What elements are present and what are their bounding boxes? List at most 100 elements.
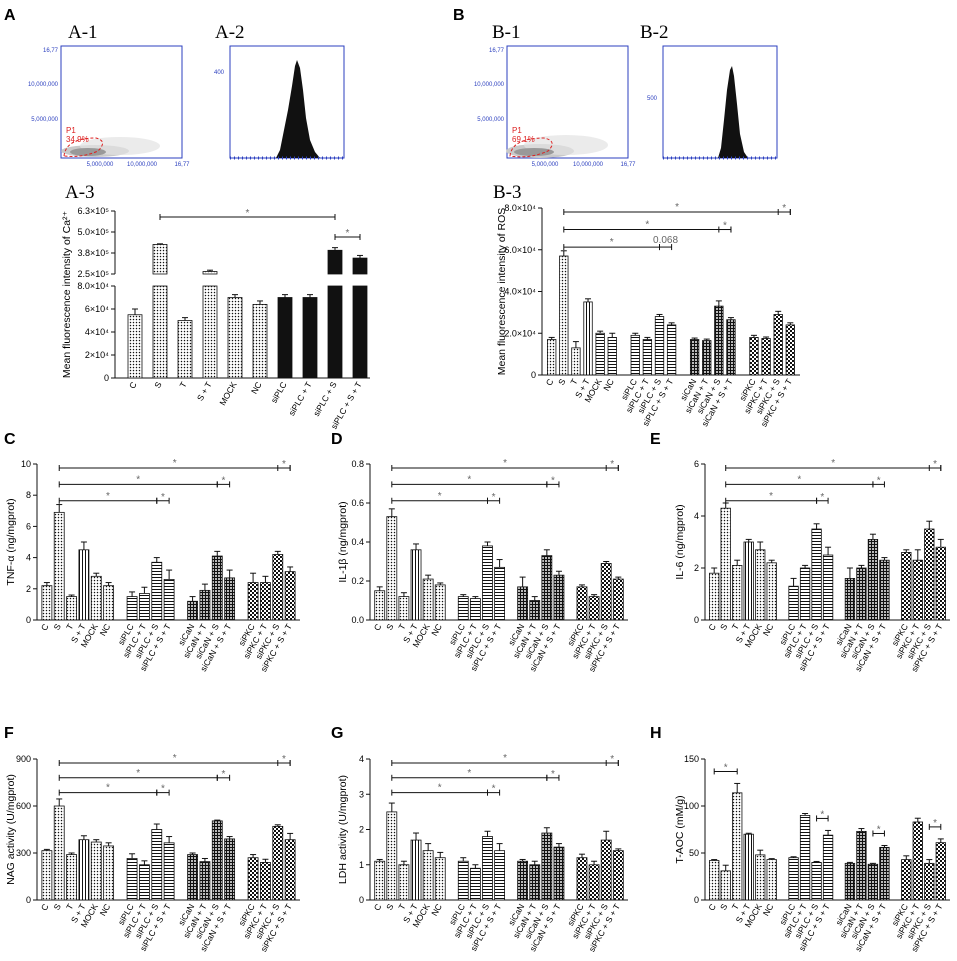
bar	[822, 834, 834, 901]
bar	[252, 303, 268, 379]
bar	[720, 507, 731, 621]
bar	[163, 579, 175, 621]
bar	[912, 821, 923, 901]
x-tick-label: S + T	[195, 380, 214, 403]
bar-lower-segment	[202, 285, 218, 379]
bar	[422, 578, 434, 621]
bar	[689, 339, 700, 376]
y-axis-label: Mean fluorescence intensity of Ca²⁺	[61, 210, 73, 378]
gate-name: P1	[66, 126, 76, 135]
bar	[260, 582, 271, 621]
y-tick-label: 150	[684, 754, 699, 764]
y-axis-label: TNF-α (ng/mgprot)	[5, 498, 17, 585]
y-tick-label: 0	[359, 895, 364, 905]
y-tick-label: 3.8×10⁵	[77, 248, 109, 258]
x-tick-label: T	[730, 622, 741, 632]
bar	[588, 864, 600, 901]
significance-star: *	[503, 753, 507, 764]
y-tick-label: 0	[694, 615, 699, 625]
y-tick-label: 0	[694, 895, 699, 905]
y-tick-label: 5.0×10⁵	[77, 227, 109, 237]
y-tick-label: 8.0×10⁴	[77, 281, 109, 291]
y-tick-label: 2	[694, 563, 699, 573]
bar	[434, 857, 446, 901]
y-axis-label: Mean fluorescence intensity of ROS	[496, 208, 508, 376]
bar	[785, 324, 795, 376]
scatter-ytick: 10,000,000	[28, 82, 59, 88]
bar	[78, 549, 90, 621]
bar	[811, 528, 822, 621]
significance-star: *	[173, 458, 177, 469]
y-tick-label: 300	[16, 848, 31, 858]
bar	[879, 559, 890, 621]
x-tick-label: S	[384, 902, 396, 912]
x-tick-label: S	[384, 622, 396, 632]
subpanel-label-A1: A-1	[68, 22, 98, 43]
scatter-xtick: 10,000,000	[573, 162, 604, 168]
bar	[386, 811, 398, 901]
y-tick-label: 100	[684, 801, 699, 811]
bar	[41, 850, 53, 901]
bar	[811, 862, 822, 901]
x-tick-label: C	[39, 622, 51, 632]
significance-star: *	[831, 458, 835, 469]
x-tick-label: NC	[761, 902, 776, 918]
y-axis-label: IL-6 (ng/mgprot)	[674, 504, 686, 579]
panel-label-A: A	[4, 7, 16, 24]
bar	[559, 255, 569, 376]
x-tick-label: C	[127, 380, 139, 390]
bar	[410, 839, 422, 901]
x-tick-label: NC	[429, 622, 444, 638]
bar	[494, 566, 506, 621]
scatter-plot-A1: 16,77 10,000,000 5,000,000 5,000,000 10,…	[28, 45, 190, 168]
bar	[374, 590, 386, 621]
significance-star: *	[136, 474, 140, 485]
bar	[272, 825, 284, 901]
bar	[398, 864, 410, 901]
significance-star: *	[782, 203, 786, 214]
significance-star: *	[877, 475, 881, 486]
bar	[272, 554, 284, 621]
x-tick-label: NC	[249, 380, 264, 396]
bar	[788, 857, 799, 901]
bar	[714, 305, 724, 376]
bar	[352, 257, 368, 275]
bar	[139, 593, 150, 621]
bar	[743, 541, 754, 621]
bar-lower-segment	[327, 285, 343, 379]
bar	[901, 552, 912, 621]
bar	[247, 582, 259, 621]
bar	[879, 846, 890, 901]
x-tick-label: NC	[98, 622, 113, 638]
bar	[41, 585, 53, 621]
y-tick-label: 8.0×10⁴	[504, 203, 536, 213]
y-tick-label: 4×10⁴	[85, 327, 109, 337]
scatter-ytick: 5,000,000	[31, 117, 58, 123]
bar	[422, 850, 434, 901]
y-tick-label: 0	[531, 370, 536, 380]
significance-star: *	[492, 784, 496, 795]
x-tick-label: C	[39, 902, 51, 912]
significance-star: *	[610, 237, 614, 248]
histogram-frame	[662, 45, 778, 159]
x-tick-label: T	[64, 902, 75, 912]
y-tick-label: 10	[21, 459, 31, 469]
bar	[755, 549, 766, 621]
significance-star: *	[346, 228, 350, 239]
significance-star: *	[503, 458, 507, 469]
bar	[517, 586, 529, 621]
y-tick-label: 6.0×10⁴	[504, 245, 536, 255]
bar	[127, 314, 143, 379]
significance-star: *	[106, 491, 110, 502]
significance-star: *	[610, 754, 614, 765]
bar	[856, 567, 867, 621]
panel-label-B: B	[453, 7, 465, 24]
bar	[211, 820, 223, 901]
x-tick-label: siPLC + S	[311, 380, 339, 418]
bar	[187, 600, 198, 621]
x-tick-label: S	[152, 380, 164, 390]
y-tick-label: 0	[104, 373, 109, 383]
